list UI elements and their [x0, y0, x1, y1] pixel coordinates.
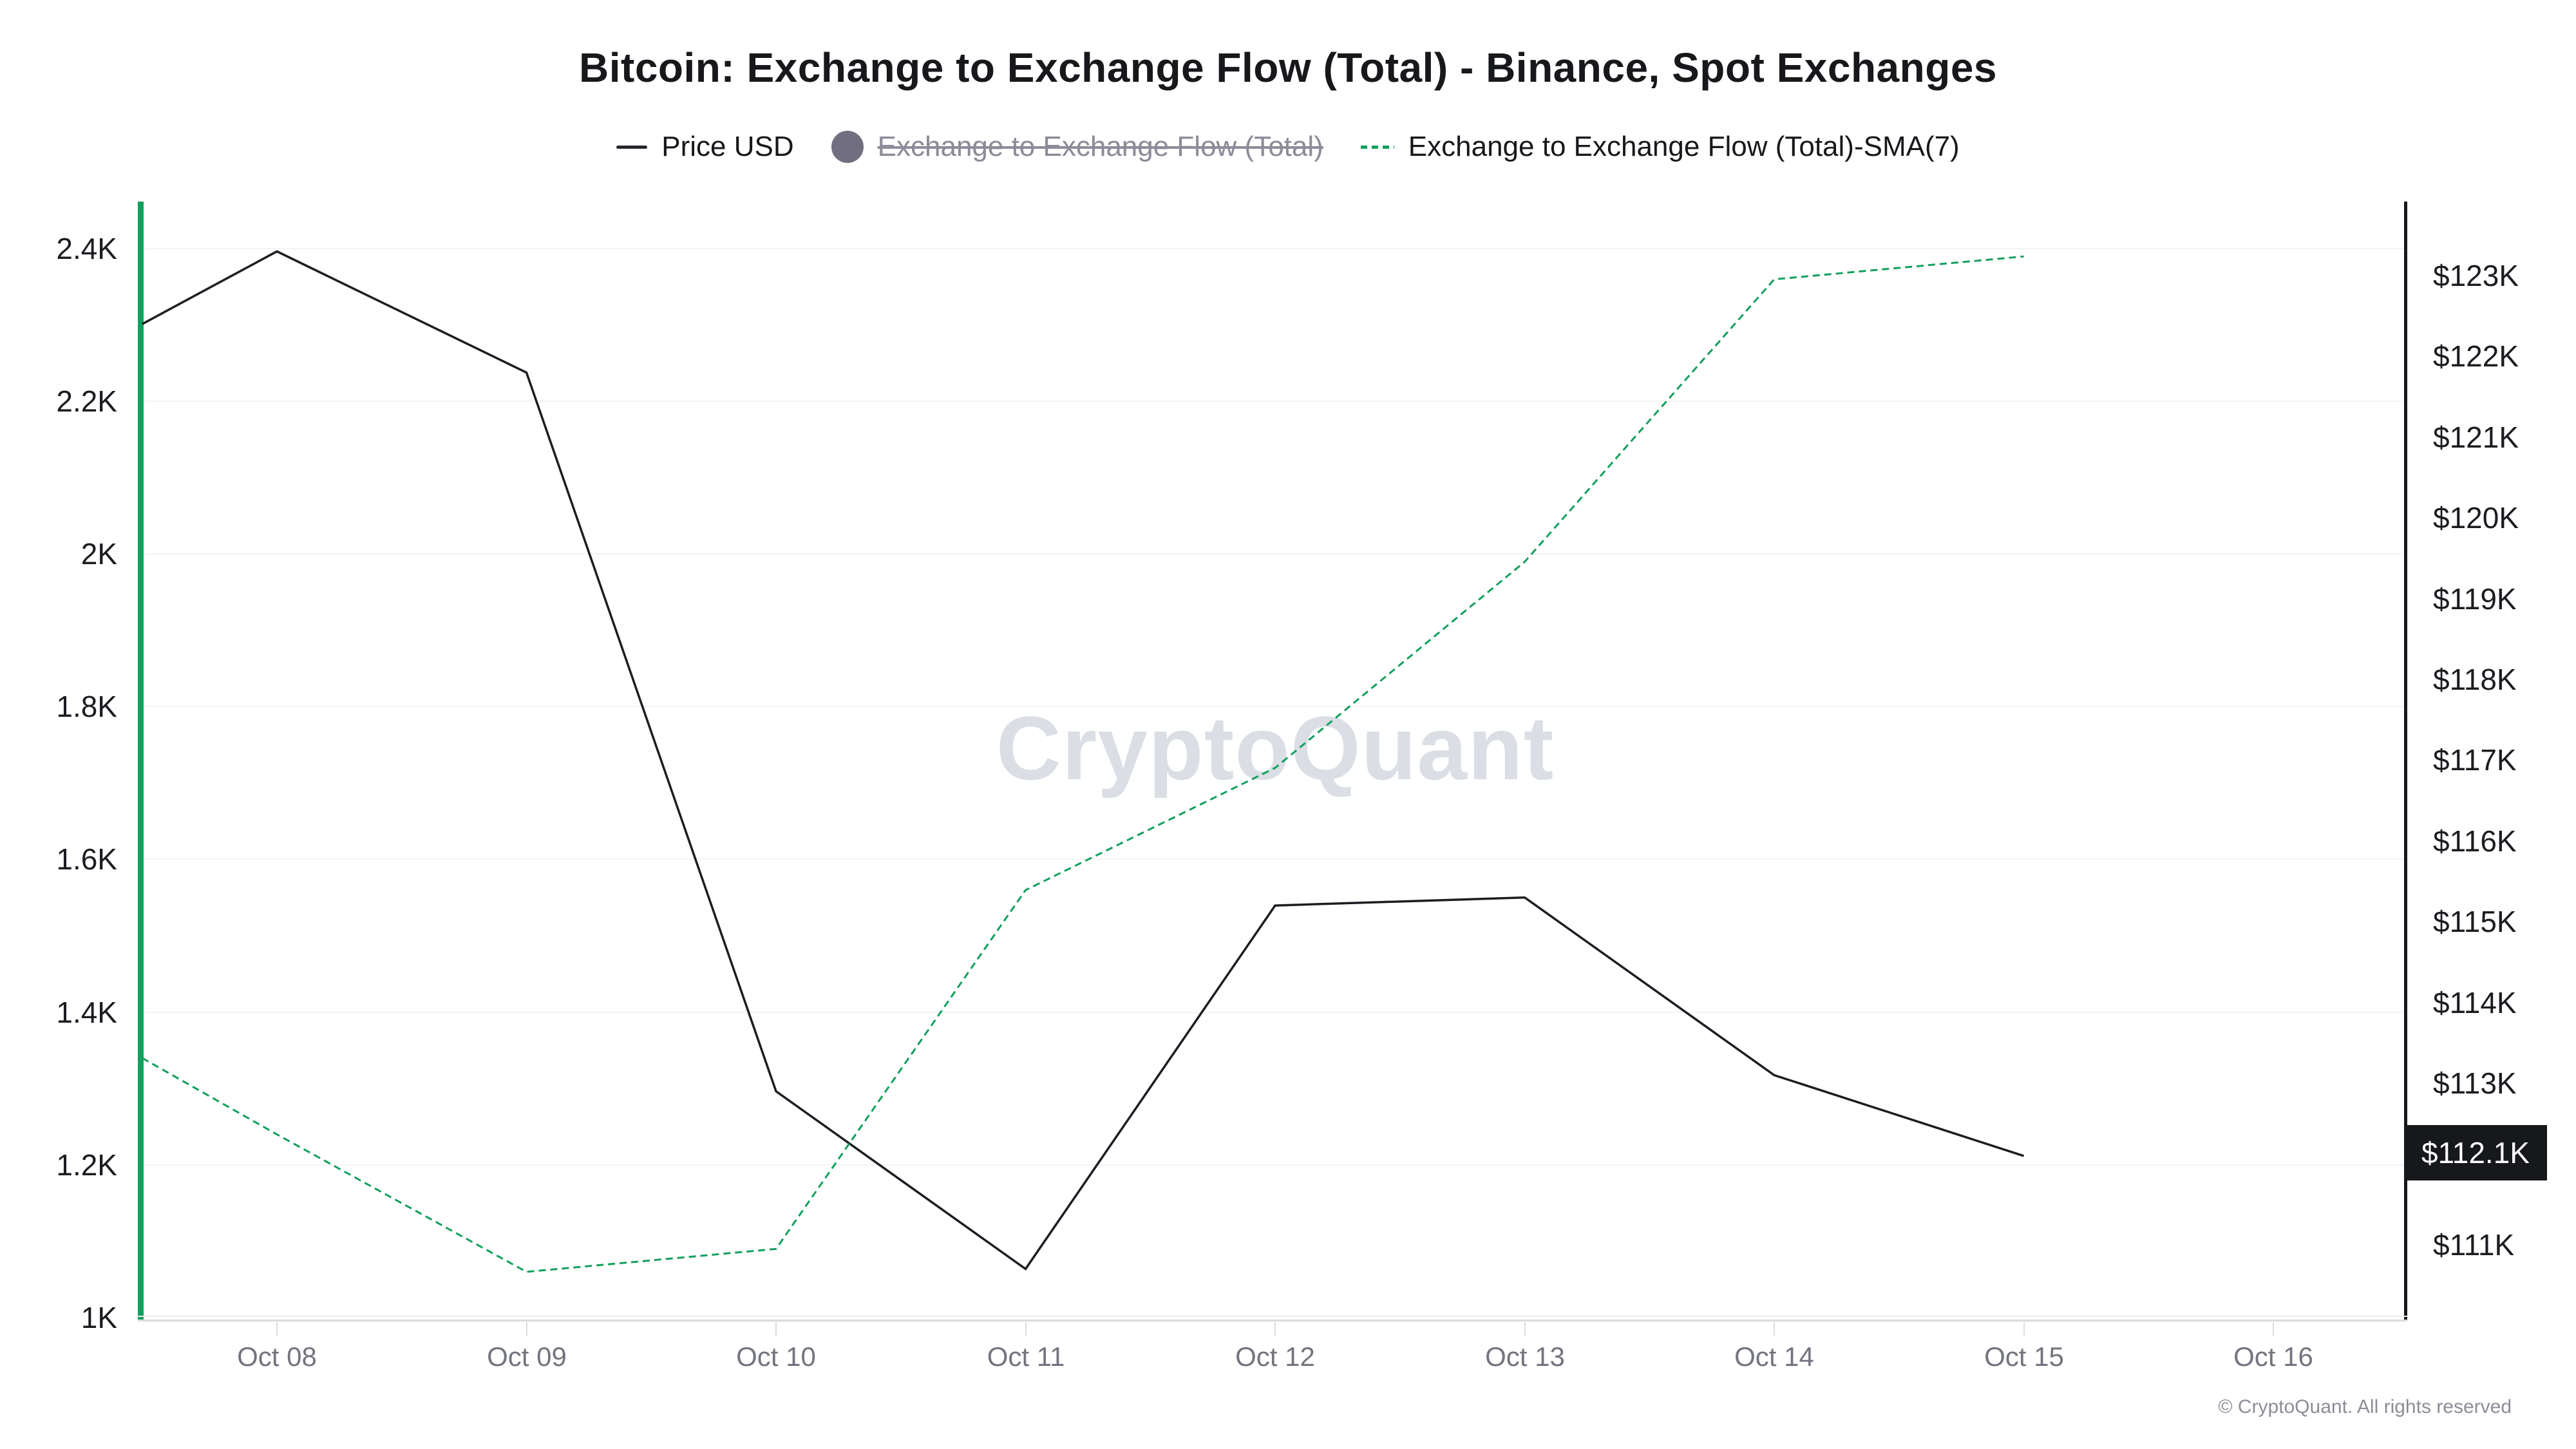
x-tick-label: Oct 09 [487, 1341, 567, 1372]
gridline [144, 858, 2404, 860]
x-tick-label: Oct 14 [1734, 1341, 1814, 1372]
legend-item-price-usd[interactable]: Price USD [616, 131, 794, 163]
x-tick-label: Oct 10 [736, 1341, 816, 1372]
y-right-tick-label: $111K [2433, 1228, 2515, 1262]
x-axis-line [138, 1316, 2407, 1317]
x-tick-label: Oct 11 [987, 1341, 1065, 1372]
x-tick [2023, 1322, 2025, 1336]
x-axis-line-shadow [138, 1320, 2407, 1321]
y-left-tick-label: 1.8K [56, 690, 117, 723]
y-left-tick-label: 1.2K [56, 1148, 117, 1182]
legend-item-exchange-flow-sma7[interactable]: Exchange to Exchange Flow (Total)-SMA(7) [1360, 131, 1960, 163]
y-left-tick-label: 2.2K [56, 384, 117, 418]
x-tick [526, 1322, 527, 1336]
y-left-tick-label: 1K [80, 1301, 117, 1334]
circle-marker-icon [831, 131, 864, 163]
y-right-tick-label: $123K [2433, 259, 2519, 292]
legend: Price USD Exchange to Exchange Flow (Tot… [0, 126, 2576, 167]
x-tick-label: Oct 12 [1235, 1341, 1315, 1372]
y-left-tick-label: 2.4K [56, 232, 117, 265]
x-tick [775, 1322, 777, 1336]
legend-label: Exchange to Exchange Flow (Total)-SMA(7) [1408, 131, 1960, 162]
y-right-tick-label: $116K [2433, 824, 2517, 858]
y-right-tick-label: $121K [2433, 421, 2519, 454]
x-tick [1524, 1322, 1526, 1336]
y-right-tick-label: $122K [2433, 339, 2519, 373]
legend-label: Price USD [661, 131, 794, 162]
x-tick-label: Oct 15 [1984, 1341, 2064, 1372]
right-axis-line [2404, 202, 2407, 1320]
gridline [144, 401, 2404, 402]
y-left-tick-label: 1.4K [56, 996, 117, 1029]
y-left-tick-label: 1.6K [56, 842, 117, 876]
current-price-badge: $112.1K [2404, 1125, 2547, 1180]
gridline [144, 1164, 2404, 1166]
gridline [144, 248, 2404, 249]
page-title: Bitcoin: Exchange to Exchange Flow (Tota… [579, 44, 1997, 91]
cryptoquant-watermark: CryptoQuant [996, 697, 1555, 799]
x-tick-label: Oct 13 [1485, 1341, 1565, 1372]
x-tick [1025, 1322, 1027, 1336]
y-left-tick-label: 2K [80, 537, 117, 571]
x-tick [2273, 1322, 2274, 1336]
x-tick [1774, 1322, 1775, 1336]
x-tick-label: Oct 08 [237, 1341, 317, 1372]
gridline [144, 706, 2404, 707]
gridline [144, 1012, 2404, 1013]
y-right-tick-label: $120K [2433, 501, 2519, 535]
gridline [144, 553, 2404, 554]
y-right-tick-label: $115K [2433, 905, 2517, 938]
y-right-tick-label: $114K [2433, 986, 2517, 1019]
copyright-text: © CryptoQuant. All rights reserved [2218, 1396, 2512, 1417]
y-right-tick-label: $119K [2433, 582, 2517, 616]
legend-label: Exchange to Exchange Flow (Total) [877, 131, 1323, 162]
x-tick [276, 1322, 278, 1336]
x-tick [1274, 1322, 1276, 1336]
line-marker-icon [616, 145, 648, 149]
y-right-tick-label: $113K [2433, 1066, 2517, 1100]
left-axis-line [138, 202, 144, 1320]
y-right-tick-label: $118K [2433, 663, 2517, 696]
legend-item-exchange-flow[interactable]: Exchange to Exchange Flow (Total) [831, 131, 1323, 163]
dashed-line-marker-icon [1360, 145, 1394, 149]
x-tick-label: Oct 16 [2233, 1341, 2313, 1372]
y-right-tick-label: $117K [2433, 743, 2517, 777]
